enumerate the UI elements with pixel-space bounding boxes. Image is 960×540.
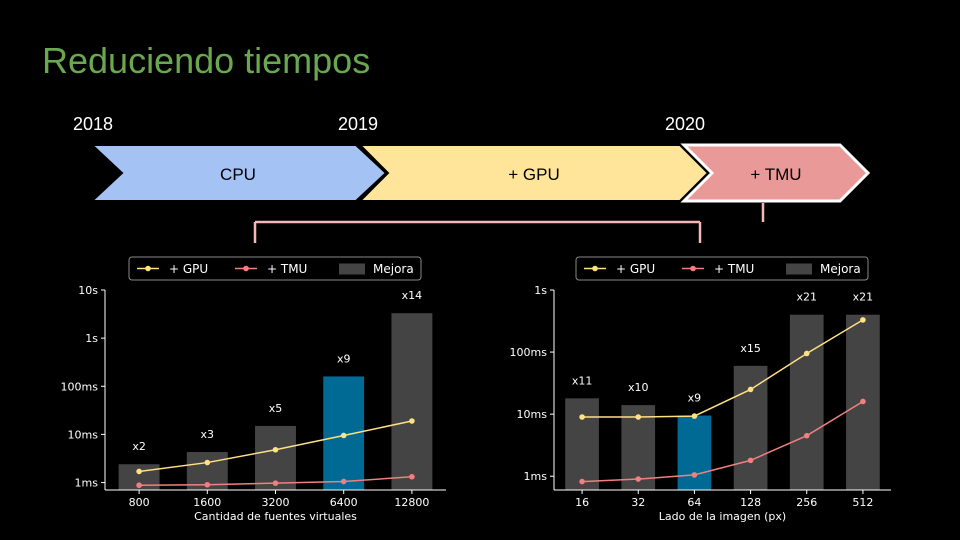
chart2-bar-label-256: x21 (796, 291, 817, 304)
chart1-point-gpu-6400 (340, 432, 347, 439)
chart2-legend-improvement-swatch (786, 263, 812, 275)
chart2-legend-tmu-marker (690, 265, 696, 272)
chart2-bar-label-512: x21 (853, 291, 874, 304)
chart2-x-tick-label-64: 64 (687, 496, 701, 509)
chart1-bar-label-1600: x3 (201, 428, 215, 441)
chart1-legend-gpu-marker (145, 265, 151, 272)
chart1-point-gpu-3200 (272, 446, 279, 453)
chart2-y-tick-label-1ms: 1ms (524, 470, 548, 483)
chart2-x-tick-label-128: 128 (740, 496, 761, 509)
chart2-point-tmu-512 (860, 398, 866, 405)
year-label-2018: 2018 (73, 114, 114, 134)
year-label-2019: 2019 (338, 114, 379, 134)
chart1-point-tmu-800 (136, 482, 142, 489)
chart2-point-gpu-512 (860, 317, 866, 323)
chart2-point-tmu-16 (579, 478, 585, 485)
chart2-point-gpu-256 (803, 350, 810, 357)
chart2-bar-128 (733, 365, 768, 490)
chart1-point-tmu-3200 (272, 480, 279, 486)
chart2-point-gpu-32 (635, 414, 642, 420)
chart2-x-tick-label-16: 16 (575, 496, 589, 509)
chart2-bar-label-16: x11 (572, 374, 593, 387)
timeline-phase-tmu (680, 143, 871, 203)
chart1-x-axis-label: Cantidad de fuentes virtuales (194, 510, 357, 523)
chart2-x-tick-label-256: 256 (796, 496, 817, 509)
timeline-phase-gpu (357, 144, 710, 202)
chart1-x-tick-label-3200: 3200 (262, 496, 290, 509)
chart2-point-tmu-32 (635, 476, 642, 482)
chart1-bar-label-3200: x5 (269, 402, 283, 415)
chart1-y-tick-label-10ms: 10ms (68, 428, 99, 441)
chart2-x-tick-label-512: 512 (852, 496, 873, 509)
chart1-y-tick-label-100ms: 100ms (61, 380, 99, 393)
chart1-x-tick-label-1600: 1600 (193, 496, 221, 509)
chart2-legend-gpu-marker (592, 265, 598, 272)
chart1-point-tmu-1600 (204, 481, 211, 488)
chart2-y-tick-label-1s: 1s (534, 284, 547, 297)
timeline-connector (253, 203, 765, 243)
chart1-bar-label-800: x2 (132, 440, 146, 453)
chart1-legend-improvement-swatch (339, 263, 365, 275)
chart2-point-gpu-128 (747, 386, 754, 393)
chart1-bar-label-12800: x14 (402, 289, 423, 302)
chart2-bar-16 (565, 398, 599, 490)
timeline-phase-cpu-label: CPU (220, 165, 256, 184)
chart2-line-tmu (582, 400, 864, 483)
chart2-point-tmu-256 (803, 432, 810, 439)
chart1-bar-label-6400: x9 (337, 352, 351, 365)
chart1-legend-tmu-label: + TMU (267, 262, 307, 276)
chart2-legend-improvement-label: Mejora (820, 262, 861, 276)
chart2-y-tick-label-10ms: 10ms (517, 408, 548, 421)
chart1-bar-3200 (255, 425, 296, 490)
chart2-y-tick-label-100ms: 100ms (510, 346, 548, 359)
chart2-bar-64 (677, 415, 712, 490)
page-title: Reduciendo tiempos (42, 40, 371, 81)
chart2-bar-256 (789, 314, 824, 490)
chart1-x-tick-label-6400: 6400 (330, 496, 358, 509)
chart2-bar-label-64: x9 (688, 392, 702, 405)
chart1-y-tick-label-1s: 1s (85, 332, 98, 345)
chart2-x-tick-label-32: 32 (631, 496, 645, 509)
chart1-x-tick-label-12800: 12800 (394, 496, 429, 509)
chart2-bar-label-32: x10 (628, 381, 649, 394)
chart1-point-gpu-1600 (204, 459, 211, 466)
chart2-point-tmu-128 (747, 457, 754, 464)
chart2-legend-gpu-label: + GPU (616, 262, 655, 276)
chart1-legend-improvement-label: Mejora (373, 262, 414, 276)
chart1-point-gpu-800 (136, 468, 142, 475)
chart2-point-tmu-64 (691, 472, 698, 478)
chart2-point-gpu-16 (579, 414, 585, 420)
year-label-2020: 2020 (665, 114, 706, 134)
chart1-point-tmu-12800 (409, 473, 415, 480)
chart1-legend-gpu-label: + GPU (169, 262, 208, 276)
chart2-x-axis-label: Lado de la imagen (px) (659, 510, 786, 523)
chart2-bar-label-128: x15 (740, 342, 761, 355)
chart2-point-gpu-64 (691, 413, 698, 419)
timeline-phase-cpu (89, 144, 388, 202)
chart2-legend-tmu-label: + TMU (714, 262, 754, 276)
chart2-line-gpu (582, 319, 864, 418)
chart1-point-tmu-6400 (340, 478, 347, 485)
timeline-phase-gpu-label: + GPU (508, 165, 560, 184)
timeline-phase-tmu-label: + TMU (750, 165, 801, 184)
chart1-y-tick-label-1ms: 1ms (75, 477, 99, 490)
chart1-bar-12800 (391, 313, 433, 490)
chart1-legend-tmu-marker (243, 265, 249, 272)
chart1-x-tick-label-800: 800 (129, 496, 150, 509)
chart1-point-gpu-12800 (409, 418, 415, 424)
chart1-y-tick-label-10s: 10s (78, 284, 98, 297)
